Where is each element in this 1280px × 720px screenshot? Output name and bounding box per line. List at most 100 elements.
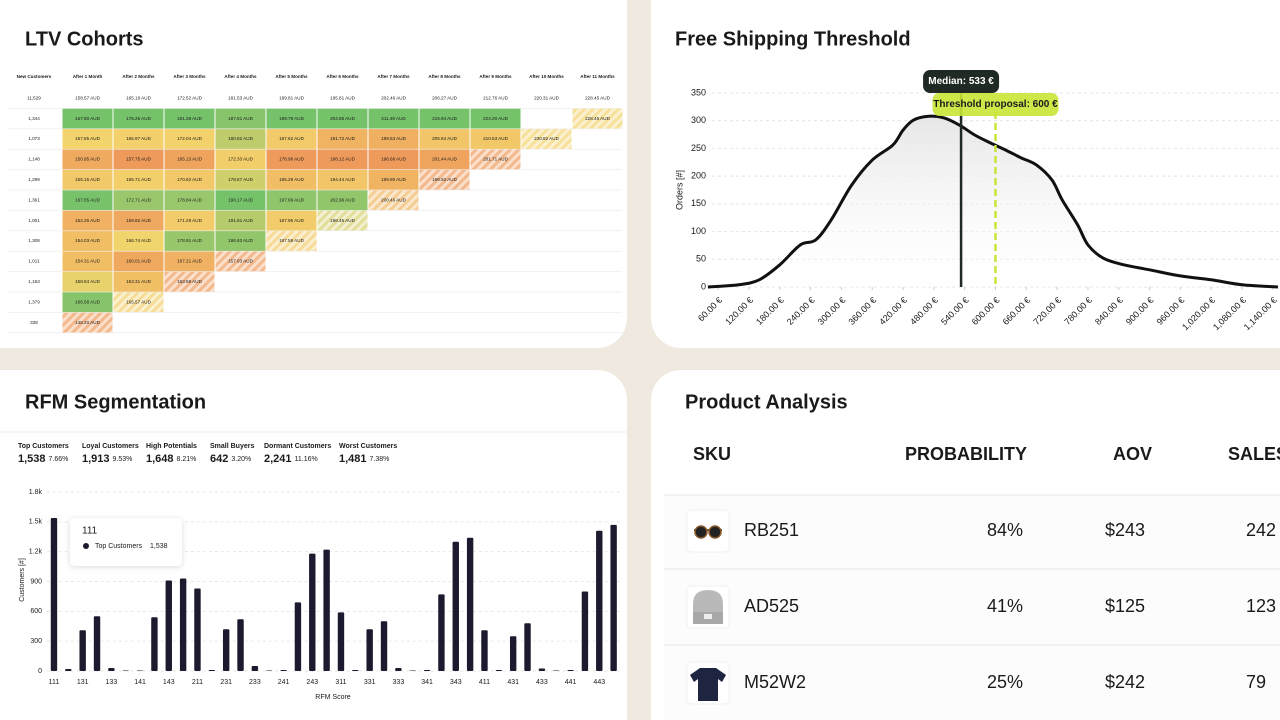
tooltip-title: 111 bbox=[82, 526, 98, 537]
cell-value: 187.96 AUD bbox=[279, 218, 304, 223]
bar bbox=[337, 612, 345, 671]
cell-value: 204.85 AUD bbox=[330, 116, 355, 121]
cell-value: 178.67 AUD bbox=[228, 177, 253, 182]
x-tick-label: 211 bbox=[192, 679, 203, 686]
panel-title: RFM Segmentation bbox=[25, 391, 206, 413]
line bbox=[707, 114, 1279, 289]
x-tick-label: 243 bbox=[306, 679, 318, 686]
x-tick-label: 341 bbox=[421, 679, 433, 686]
heat-cell bbox=[164, 129, 215, 149]
cell-value: 154.03 AUD bbox=[75, 238, 100, 243]
heat-cell bbox=[470, 108, 521, 129]
bar bbox=[481, 630, 488, 671]
heat-cell bbox=[62, 271, 113, 292]
cell-value: 178.84 AUD bbox=[177, 197, 202, 202]
table-cell: 242 bbox=[1246, 520, 1276, 540]
heat-cell bbox=[215, 210, 266, 231]
cell-value: 200.46 AUD bbox=[381, 197, 406, 202]
heat-cell bbox=[164, 251, 215, 272]
heat-cell bbox=[419, 129, 470, 149]
y-tick-label: 200 bbox=[691, 171, 706, 181]
y-tick-label: 300 bbox=[691, 115, 706, 125]
cell-value: 202.46 AUD bbox=[381, 95, 406, 100]
bar bbox=[151, 617, 158, 671]
cell-value: 158.57 AUD bbox=[75, 95, 100, 100]
x-tick-label: 343 bbox=[450, 679, 462, 686]
heat-cell bbox=[266, 108, 317, 129]
cohort-size: 1,379 bbox=[28, 299, 40, 304]
cohort-size: 11,529 bbox=[27, 95, 41, 100]
cell-value: 167.21 AUD bbox=[177, 259, 202, 264]
tooltip-value: 1,538 bbox=[150, 543, 168, 550]
cell-value: 171.29 AUD bbox=[177, 218, 202, 223]
heat-cell bbox=[62, 210, 113, 231]
cell-value: 199.79 AUD bbox=[279, 116, 304, 121]
median-label: Median: 533 € bbox=[928, 76, 994, 87]
cell-value: 212.76 AUD bbox=[483, 95, 508, 100]
cell-value: 157.93 AUD bbox=[228, 259, 253, 264]
median-badge bbox=[923, 70, 1000, 93]
x-tick-label: 411 bbox=[479, 679, 490, 686]
x-tick-label: 143 bbox=[163, 679, 175, 686]
bar bbox=[509, 636, 517, 671]
cell-value: 194.44 AUD bbox=[330, 177, 355, 182]
cell-value: 215.94 AUD bbox=[432, 116, 457, 121]
cell-value: 198.45 AUD bbox=[330, 218, 355, 223]
table-cell: 84% bbox=[987, 520, 1023, 540]
y-tick-label: 1.8k bbox=[29, 489, 43, 496]
y-tick-label: 0 bbox=[38, 668, 42, 675]
table-cell: 79 bbox=[1246, 672, 1266, 692]
bar bbox=[610, 524, 617, 671]
heat-cell bbox=[215, 231, 266, 251]
heat-cell bbox=[419, 149, 470, 170]
cell-value: 156.15 AUD bbox=[75, 177, 100, 182]
segment-name: Top Customers bbox=[18, 443, 69, 450]
heat-cell bbox=[266, 149, 317, 170]
segment-count: 642 bbox=[210, 453, 228, 465]
cohort-size: 1,308 bbox=[28, 238, 40, 243]
product-image bbox=[686, 509, 730, 553]
heat-cell bbox=[113, 129, 164, 149]
tooltip-series: Top Customers bbox=[95, 543, 143, 550]
product-image bbox=[686, 661, 730, 705]
y-tick-label: 150 bbox=[691, 198, 706, 208]
bar bbox=[423, 670, 431, 671]
column-header: After 10 Months bbox=[529, 74, 564, 79]
cell-value: 189.81 AUD bbox=[279, 95, 304, 100]
bar bbox=[380, 621, 388, 671]
bar bbox=[165, 580, 172, 671]
cohort-size: 1,163 bbox=[28, 279, 40, 284]
projection-stripes bbox=[470, 149, 521, 170]
cell-value: 202.96 AUD bbox=[330, 197, 355, 202]
cell-value: 166.74 AUD bbox=[126, 238, 151, 243]
heat-cell bbox=[164, 190, 215, 211]
y-tick-label: 250 bbox=[691, 143, 706, 153]
bar bbox=[237, 619, 244, 671]
segment-name: Worst Customers bbox=[339, 443, 397, 450]
column-header: AOV bbox=[1113, 444, 1152, 464]
heat-cell bbox=[215, 190, 266, 211]
table-cell: $125 bbox=[1105, 596, 1145, 616]
cell-value: 191.72 AUD bbox=[330, 136, 355, 141]
heat-cell bbox=[317, 108, 368, 129]
heat-cell bbox=[266, 210, 317, 231]
bar bbox=[222, 629, 230, 671]
bar bbox=[50, 518, 58, 671]
content: New Customers After 1 Month After 2 Months… bbox=[8, 70, 1280, 720]
cell-value: 172.04 AUD bbox=[177, 136, 202, 141]
x-tick-label: 331 bbox=[364, 679, 376, 686]
bar bbox=[194, 588, 201, 671]
x-tick-label: 111 bbox=[49, 679, 60, 686]
cell-value: 178.91 AUD bbox=[177, 238, 202, 243]
heat-cell bbox=[62, 231, 113, 251]
heat-cell bbox=[62, 251, 113, 272]
column-header: After 3 Months bbox=[173, 74, 206, 79]
cell-value: 181.38 AUD bbox=[177, 116, 202, 121]
heat-cell bbox=[164, 231, 215, 251]
cell-value: 150.95 AUD bbox=[75, 157, 100, 162]
y-tick-label: 600 bbox=[30, 608, 42, 615]
cohort-size: 1,011 bbox=[28, 259, 40, 264]
segment-stat: 642 3.20% bbox=[210, 453, 251, 465]
column-header: After 5 Months bbox=[275, 74, 308, 79]
